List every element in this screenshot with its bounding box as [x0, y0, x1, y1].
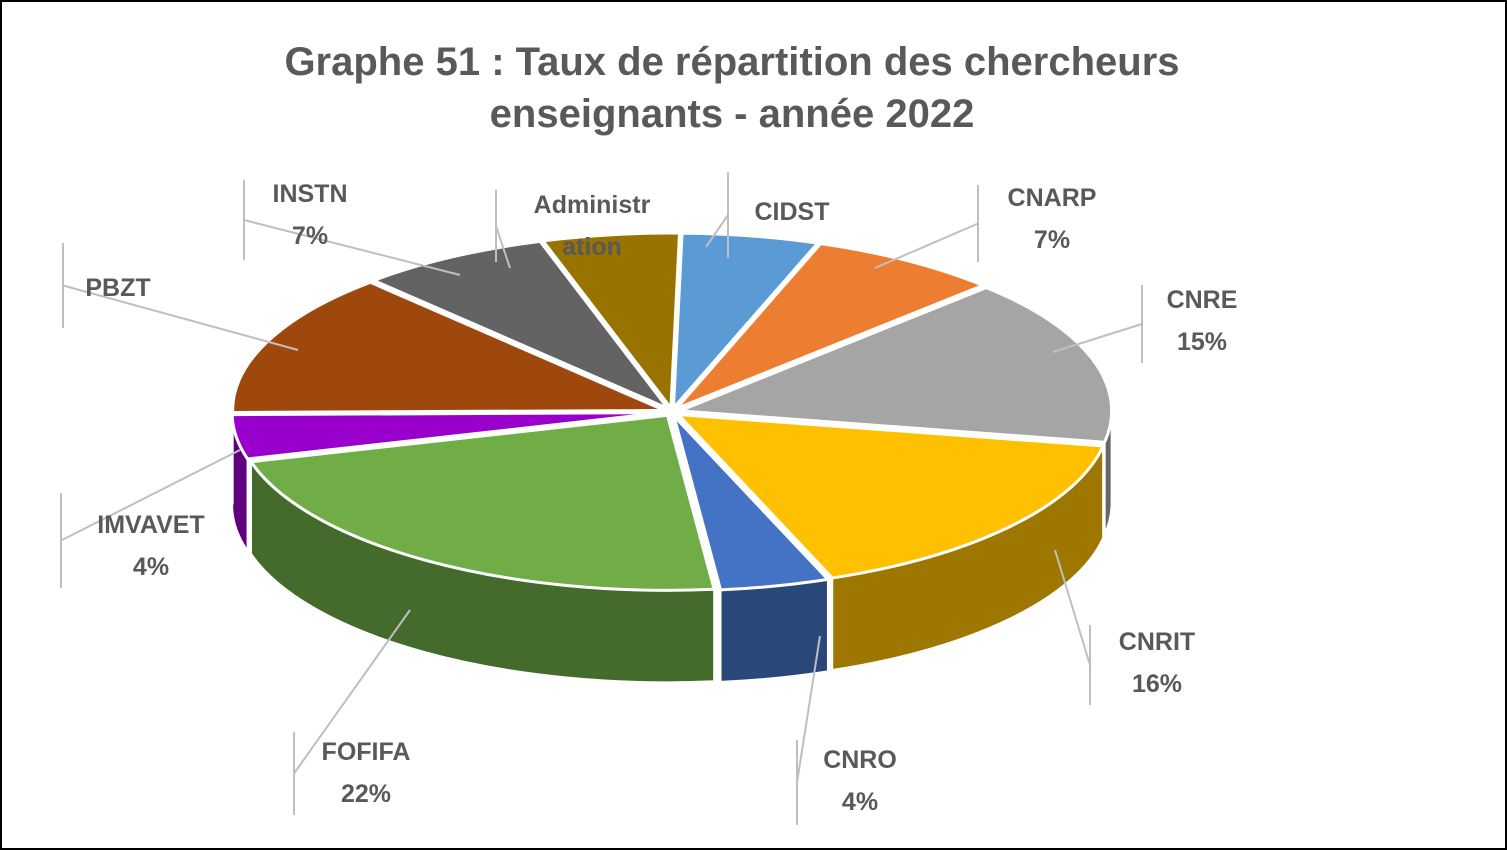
chart-title-line-1: Graphe 51 : Taux de répartition des cher…: [284, 40, 1180, 84]
label-value-administration: ation: [562, 233, 622, 261]
label-value-cnarp: 7%: [1034, 226, 1070, 254]
label-name-cnro: CNRO: [823, 746, 897, 774]
leader-line-cnarp: [874, 222, 979, 269]
pie-slice-cnro: [672, 414, 831, 592]
pie-sides: [231, 410, 1113, 684]
label-name-fofifa: FOFIFA: [322, 738, 411, 766]
label-name-pbzt: PBZT: [85, 274, 150, 302]
label-value-cnre: 15%: [1177, 328, 1227, 356]
leader-line-cnro: [796, 635, 821, 783]
leader-line-imvavet: [60, 449, 241, 542]
label-value-cnro: 4%: [842, 788, 878, 816]
data-labels: CIDST CNARP 7% CNRE 15% CNRIT 16% CNRO 4% FOFIFA 2…: [85, 180, 1237, 816]
leader-lines: [60, 172, 1143, 825]
pie-slice-imvavet: [230, 411, 665, 461]
pie-side-cnro: [719, 578, 829, 683]
pie-slice-cnre: [679, 285, 1114, 444]
chart-title-line-2: enseignants - année 2022: [489, 92, 975, 136]
pie-slice-cidst: [671, 231, 821, 413]
pie-slice-cnarp: [675, 242, 987, 411]
pie-slices: [230, 231, 1114, 592]
label-value-instn: 7%: [292, 222, 328, 250]
chart-title: Graphe 51 : Taux de répartition des cher…: [182, 36, 1282, 140]
pie-slice-administration: [540, 231, 682, 413]
leader-line-cidst: [705, 214, 729, 248]
leader-line-fofifa: [293, 609, 411, 775]
label-name-administration: Administr: [534, 191, 651, 219]
label-value-imvavet: 4%: [133, 553, 169, 581]
label-name-cnarp: CNARP: [1008, 184, 1097, 212]
label-name-cnrit: CNRIT: [1119, 628, 1195, 656]
label-value-cnrit: 16%: [1132, 670, 1182, 698]
label-name-imvavet: IMVAVET: [97, 511, 204, 539]
label-name-cnre: CNRE: [1167, 286, 1238, 314]
leader-line-administration: [495, 225, 511, 269]
leader-line-cnre: [1052, 323, 1143, 353]
leader-line-pbzt: [62, 284, 299, 351]
pie-slice-instn: [369, 239, 673, 413]
pie-slice-cnrit: [674, 412, 1106, 580]
pie-slice-fofifa: [248, 413, 717, 592]
leader-line-cnrit: [1054, 549, 1091, 666]
label-name-instn: INSTN: [273, 180, 348, 208]
label-value-fofifa: 22%: [341, 780, 391, 808]
leader-line-instn: [243, 219, 461, 276]
label-name-cidst: CIDST: [755, 198, 830, 226]
